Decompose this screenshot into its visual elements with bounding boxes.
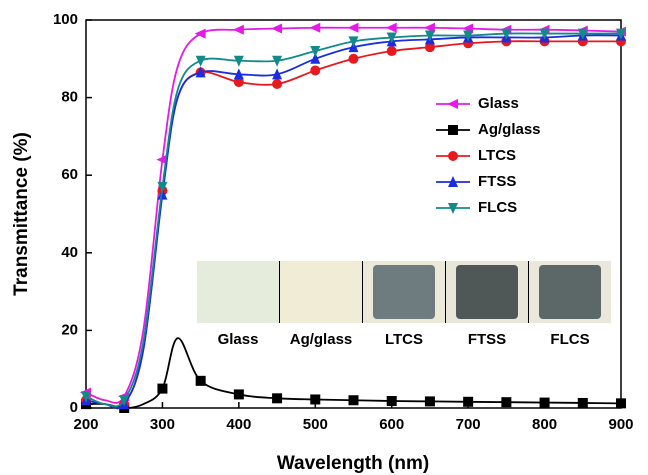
y-axis-title: Transmittance (%) [11, 132, 32, 296]
marker [349, 395, 359, 405]
x-tick-label: 200 [73, 416, 98, 433]
marker [272, 79, 282, 89]
marker [540, 398, 550, 408]
series-line [86, 41, 621, 408]
legend-marker [448, 151, 458, 161]
legend-label: Glass [478, 95, 519, 112]
x-tick-label: 700 [456, 416, 481, 433]
marker [310, 394, 320, 404]
series-line [86, 28, 621, 403]
x-tick-label: 500 [303, 416, 328, 433]
marker [348, 23, 359, 33]
marker [463, 397, 473, 407]
legend-label: FLCS [478, 199, 517, 216]
marker [349, 54, 359, 64]
y-tick-label: 60 [61, 166, 78, 183]
x-tick-label: 600 [379, 416, 404, 433]
x-tick-label: 800 [532, 416, 557, 433]
marker [616, 398, 626, 408]
inset-photos: Glass Ag/glass LTCS FTSS FLCS [197, 261, 611, 348]
y-tick-label: 40 [61, 244, 78, 261]
y-tick-label: 100 [53, 11, 78, 28]
y-tick-label: 20 [61, 321, 78, 338]
x-tick-label: 400 [226, 416, 251, 433]
marker [578, 398, 588, 408]
legend-label: FTSS [478, 173, 516, 190]
marker [233, 25, 244, 35]
series-line [86, 35, 621, 408]
inset-label: LTCS [385, 331, 423, 348]
marker [196, 56, 206, 67]
marker [157, 384, 167, 394]
x-tick-label: 300 [150, 416, 175, 433]
film-ltcs [373, 265, 435, 319]
photo-ag-glass [280, 261, 362, 323]
plot-frame [86, 20, 621, 408]
marker [425, 396, 435, 406]
legend-label: LTCS [478, 147, 516, 164]
marker [272, 393, 282, 403]
x-tick-label: 900 [608, 416, 633, 433]
film-flcs [539, 265, 601, 319]
inset-label: FLCS [550, 331, 589, 348]
marker [234, 389, 244, 399]
marker [271, 24, 282, 34]
series-line [86, 33, 621, 406]
marker [387, 396, 397, 406]
legend-label: Ag/glass [478, 121, 541, 138]
marker [309, 23, 320, 33]
inset-label: Ag/glass [290, 331, 353, 348]
y-tick-label: 0 [70, 399, 78, 416]
chart: Glass Ag/glass LTCS FTSS FLCS Wavelength (nm… [0, 0, 648, 475]
legend-marker [447, 99, 458, 109]
legend-marker [448, 125, 458, 135]
inset-label: FTSS [468, 331, 506, 348]
x-axis-title: Wavelength (nm) [277, 453, 429, 474]
film-ftss [456, 265, 518, 319]
marker [196, 376, 206, 386]
marker [501, 397, 511, 407]
marker [386, 23, 397, 33]
photo-glass [197, 261, 279, 323]
inset-label: Glass [218, 331, 259, 348]
marker [387, 46, 397, 56]
marker [310, 65, 320, 75]
y-tick-label: 80 [61, 89, 78, 106]
